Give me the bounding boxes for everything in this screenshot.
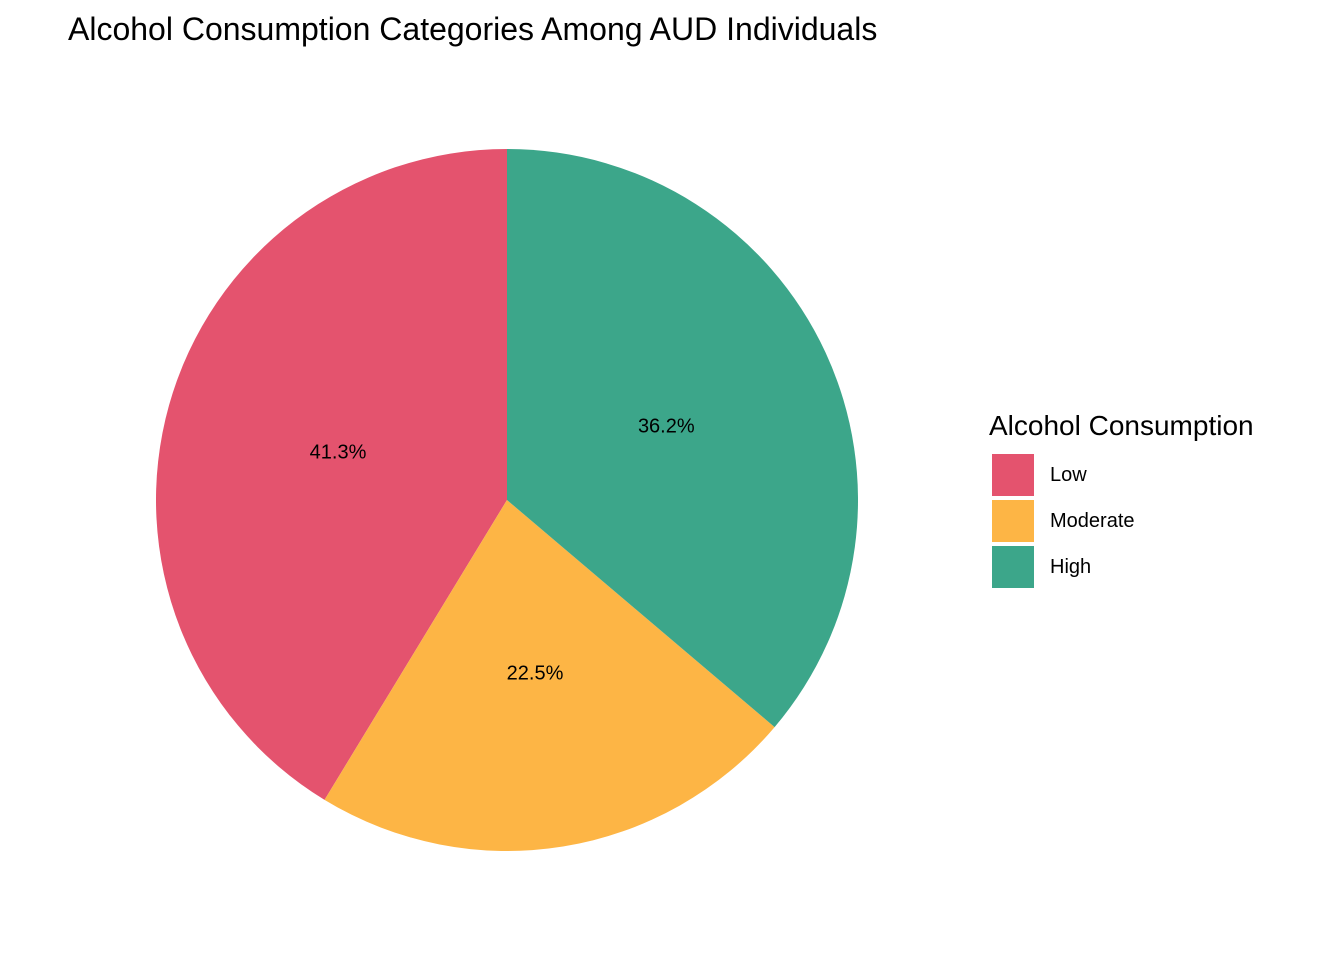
legend-title: Alcohol Consumption (989, 410, 1254, 441)
legend-label-high: High (1050, 556, 1091, 578)
pie-slice-labels: 41.3% 22.5% 36.2% (310, 415, 695, 684)
legend-label-moderate: Moderate (1050, 510, 1135, 532)
legend-key-low (992, 454, 1034, 496)
legend-key-high (992, 546, 1034, 588)
legend: Alcohol Consumption Low Moderate High (989, 410, 1254, 588)
slice-label-moderate: 22.5% (507, 662, 564, 684)
chart-title: Alcohol Consumption Categories Among AUD… (68, 11, 877, 47)
pie-slice-low (155, 149, 507, 800)
pie-slice-high (507, 148, 859, 728)
slice-label-high: 36.2% (638, 415, 695, 437)
legend-key-moderate (992, 500, 1034, 542)
pie-slice-moderate (324, 500, 775, 852)
slice-label-low: 41.3% (310, 442, 367, 464)
legend-label-low: Low (1050, 464, 1087, 486)
pie-slices (155, 148, 859, 852)
